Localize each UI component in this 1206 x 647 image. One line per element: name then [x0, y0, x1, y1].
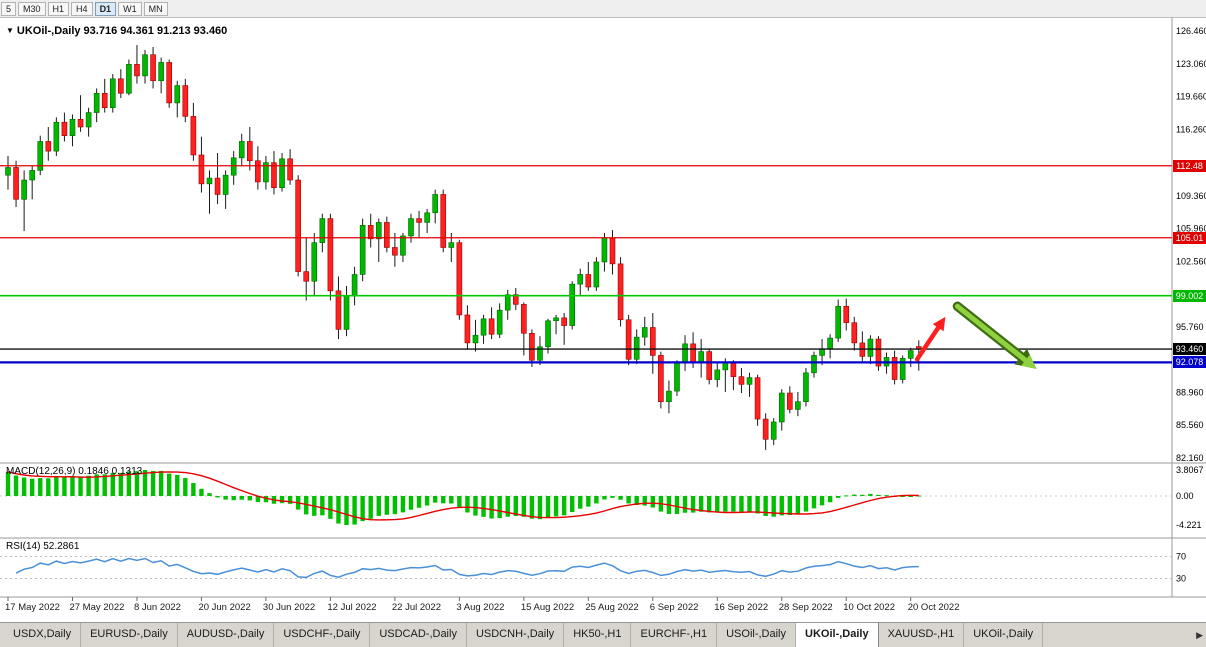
- svg-text:70: 70: [1176, 552, 1186, 562]
- price-label-support-92[interactable]: 92.078: [1173, 356, 1206, 369]
- svg-text:28 Sep 2022: 28 Sep 2022: [779, 602, 833, 613]
- svg-text:102.560: 102.560: [1176, 256, 1206, 266]
- timeframe-button-d1[interactable]: D1: [94, 1, 117, 16]
- svg-text:3 Aug 2022: 3 Aug 2022: [456, 602, 504, 613]
- svg-text:95.760: 95.760: [1176, 322, 1204, 332]
- tab-usdx-daily[interactable]: USDX,Daily: [4, 623, 82, 647]
- svg-text:0.00: 0.00: [1176, 491, 1194, 501]
- svg-text:123.060: 123.060: [1176, 59, 1206, 69]
- svg-text:8 Jun 2022: 8 Jun 2022: [134, 602, 181, 613]
- svg-text:20 Jun 2022: 20 Jun 2022: [198, 602, 250, 613]
- tab-eurusd-daily[interactable]: EURUSD-,Daily: [81, 623, 178, 647]
- svg-text:3.8067: 3.8067: [1176, 465, 1204, 475]
- svg-text:10 Oct 2022: 10 Oct 2022: [843, 602, 895, 613]
- tab-usdcad-daily[interactable]: USDCAD-,Daily: [370, 623, 467, 647]
- chart-window: 126.460 123.060 119.660 116.260 109.360 105.9…: [0, 18, 1206, 622]
- svg-text:22 Jul 2022: 22 Jul 2022: [392, 602, 441, 613]
- bullish-arrow-annotation[interactable]: [914, 316, 946, 362]
- symbol-dropdown-icon[interactable]: ▼: [6, 26, 14, 35]
- timeframe-toolbar: 5 M30 H1 H4 D1 W1 MN: [0, 0, 1206, 18]
- svg-text:16 Sep 2022: 16 Sep 2022: [714, 602, 768, 613]
- macd-histogram: [5, 470, 921, 525]
- svg-text:119.660: 119.660: [1176, 92, 1206, 102]
- tab-ukoil-daily[interactable]: UKOil-,Daily: [796, 623, 879, 647]
- tab-usdchf-daily[interactable]: USDCHF-,Daily: [274, 623, 371, 647]
- svg-text:82.160: 82.160: [1176, 453, 1204, 463]
- price-label-support-99[interactable]: 99.002: [1173, 289, 1206, 302]
- rsi-line: [15, 557, 919, 579]
- timeframe-button-w1[interactable]: W1: [118, 1, 142, 16]
- chart-title-text: UKOil-,Daily 93.716 94.361 91.213 93.460: [16, 25, 228, 37]
- price-label-resistance-105[interactable]: 105.01: [1173, 231, 1206, 244]
- chart-tabs-bar: ▶ USDX,Daily EURUSD-,Daily AUDUSD-,Daily US…: [0, 622, 1206, 647]
- macd-signal-line: [7, 471, 919, 521]
- current-price-label: 93.460: [1173, 343, 1206, 356]
- tab-eurchf-h1[interactable]: EURCHF-,H1: [631, 623, 718, 647]
- svg-text:12 Jul 2022: 12 Jul 2022: [327, 602, 376, 613]
- timeframe-button-5[interactable]: 5: [1, 1, 17, 16]
- timeframe-button-h1[interactable]: H1: [47, 1, 70, 16]
- candlestick-series[interactable]: [5, 45, 922, 450]
- bearish-arrow-annotation[interactable]: [952, 301, 1037, 369]
- tab-audusd-daily[interactable]: AUDUSD-,Daily: [178, 623, 275, 647]
- svg-text:15 Aug 2022: 15 Aug 2022: [521, 602, 574, 613]
- svg-text:126.460: 126.460: [1176, 26, 1206, 36]
- tab-xauusd-h1[interactable]: XAUUSD-,H1: [879, 623, 965, 647]
- svg-text:85.560: 85.560: [1176, 420, 1204, 430]
- svg-text:27 May 2022: 27 May 2022: [69, 602, 124, 613]
- timeframe-button-m30[interactable]: M30: [18, 1, 46, 16]
- tab-hk50-h1[interactable]: HK50-,H1: [564, 623, 632, 647]
- chart-canvas[interactable]: 126.460 123.060 119.660 116.260 109.360 105.9…: [0, 18, 1206, 622]
- svg-text:88.960: 88.960: [1176, 387, 1204, 397]
- svg-text:109.360: 109.360: [1176, 191, 1206, 201]
- tab-ukoil-daily[interactable]: UKOil-,Daily: [964, 623, 1044, 647]
- svg-text:105.960: 105.960: [1176, 224, 1206, 234]
- svg-text:17 May 2022: 17 May 2022: [5, 602, 60, 613]
- tab-usdcnh-daily[interactable]: USDCNH-,Daily: [467, 623, 565, 647]
- svg-text:30 Jun 2022: 30 Jun 2022: [263, 602, 315, 613]
- svg-text:-4.221: -4.221: [1176, 520, 1202, 530]
- svg-text:6 Sep 2022: 6 Sep 2022: [650, 602, 699, 613]
- macd-indicator-label: MACD(12,26,9) 0.1846 0.1313: [6, 466, 143, 477]
- rsi-indicator-label: RSI(14) 52.2861: [6, 541, 80, 552]
- tab-scroll-right-icon[interactable]: ▶: [1196, 630, 1203, 640]
- svg-text:116.260: 116.260: [1176, 124, 1206, 134]
- tab-usoil-daily[interactable]: USOil-,Daily: [717, 623, 797, 647]
- timeframe-button-h4[interactable]: H4: [71, 1, 93, 16]
- chart-title: ▼ UKOil-,Daily 93.716 94.361 91.213 93.46…: [6, 25, 227, 37]
- price-label-resistance-112[interactable]: 112.48: [1173, 159, 1206, 172]
- svg-text:30: 30: [1176, 574, 1186, 584]
- timeframe-button-mn[interactable]: MN: [143, 1, 168, 16]
- svg-text:20 Oct 2022: 20 Oct 2022: [908, 602, 960, 613]
- svg-text:25 Aug 2022: 25 Aug 2022: [585, 602, 638, 613]
